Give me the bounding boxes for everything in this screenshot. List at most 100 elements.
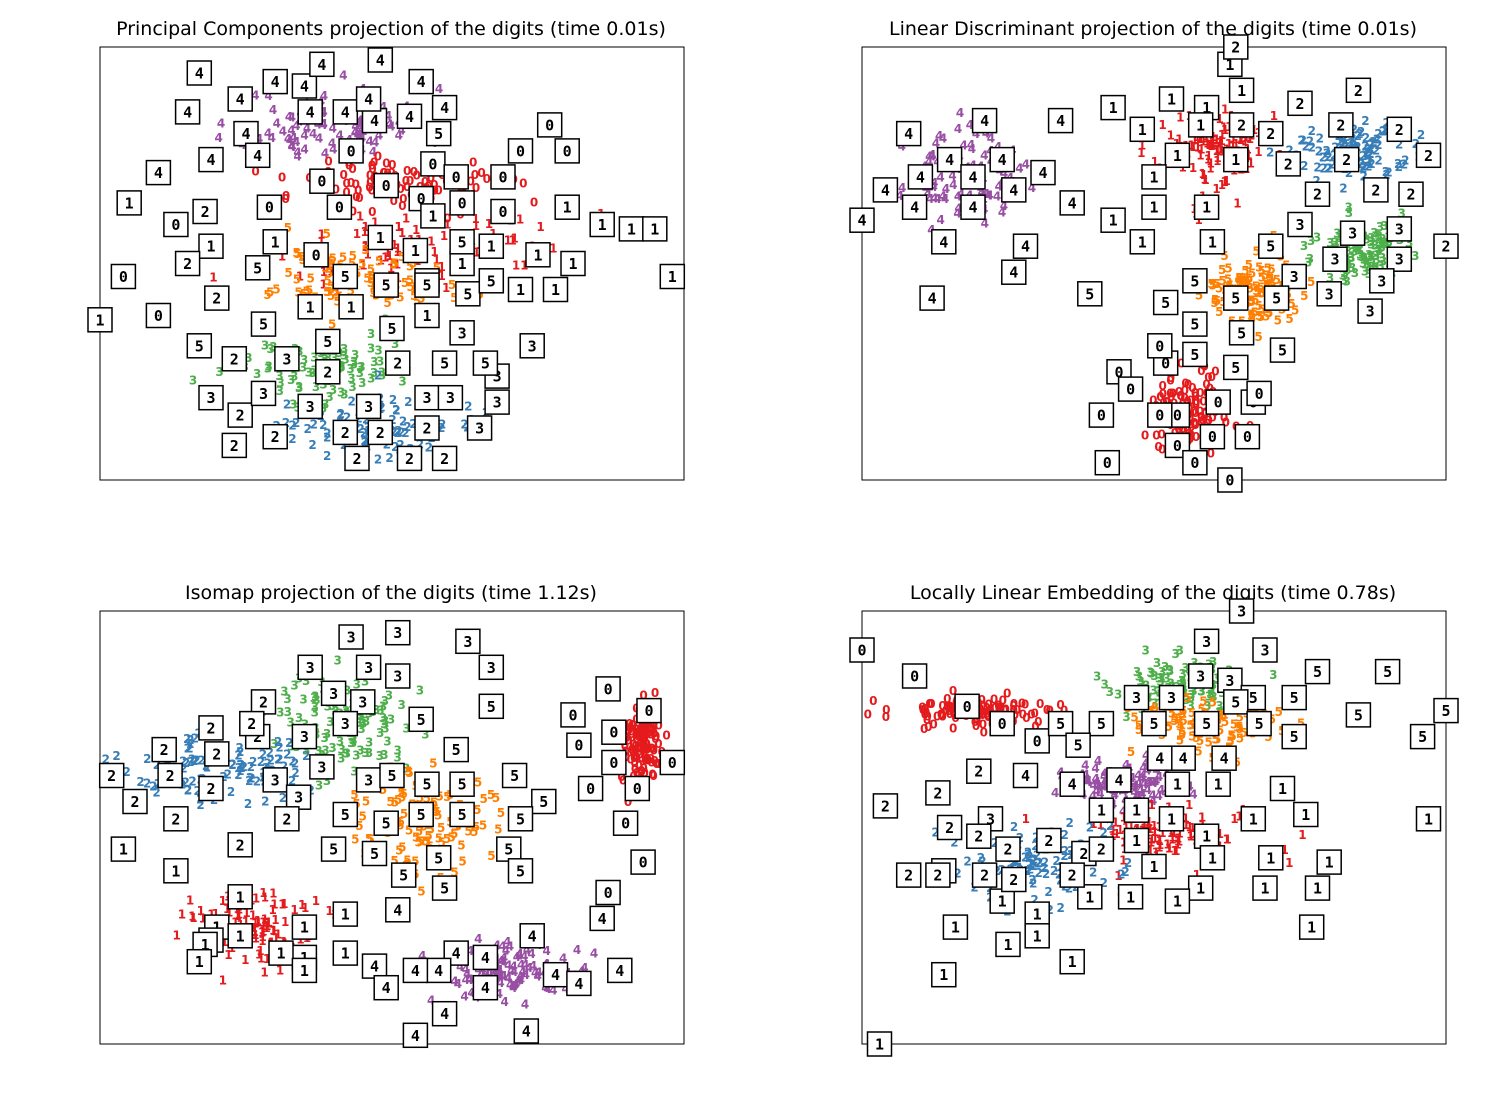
digit-thumbnail-2: 2: [1059, 862, 1085, 888]
digit-thumbnail-1: 1: [942, 914, 969, 940]
svg-text:5: 5: [1231, 290, 1240, 308]
digit-thumbnail-0: 0: [624, 775, 651, 802]
digit-point-3: 3: [1209, 655, 1217, 669]
svg-text:5: 5: [487, 698, 496, 716]
digit-thumbnail-4: 4: [262, 68, 288, 95]
digit-point-1: 1: [1168, 831, 1176, 845]
digit-thumbnail-1: 1: [1141, 194, 1167, 220]
svg-text:5: 5: [434, 125, 443, 143]
digit-point-2: 2: [360, 426, 368, 440]
digit-point-3: 3: [290, 679, 298, 693]
digit-thumbnail-1: 1: [659, 263, 686, 290]
digit-thumbnail-2: 2: [936, 814, 963, 841]
digit-point-0: 0: [942, 704, 950, 718]
digit-thumbnail-3: 3: [385, 619, 411, 646]
svg-text:3: 3: [528, 337, 537, 355]
digit-point-1: 1: [356, 210, 364, 224]
digit-point-0: 0: [637, 721, 645, 735]
digit-point-4: 4: [300, 143, 308, 157]
digit-point-2: 2: [409, 417, 417, 431]
digit-point-2: 2: [1089, 866, 1097, 880]
digit-point-2: 2: [348, 395, 356, 409]
digit-point-5: 5: [405, 824, 413, 838]
digit-point-2: 2: [1324, 150, 1332, 164]
digit-point-2: 2: [188, 753, 196, 767]
digit-point-1: 1: [1208, 136, 1216, 150]
digit-thumbnail-1: 1: [198, 233, 224, 259]
digit-point-5: 5: [367, 262, 375, 276]
svg-text:4: 4: [1056, 112, 1065, 130]
digit-point-3: 3: [1382, 237, 1390, 251]
svg-text:2: 2: [247, 715, 256, 733]
digit-thumbnail-5: 5: [373, 272, 399, 298]
digit-point-5: 5: [457, 839, 465, 853]
digit-point-1: 1: [1148, 833, 1156, 847]
digit-point-1: 1: [220, 935, 228, 949]
digit-point-4: 4: [319, 105, 327, 119]
panel-pca: Principal Components projection of the d…: [87, 18, 686, 481]
digit-point-1: 1: [1143, 818, 1151, 832]
digit-point-0: 0: [641, 742, 649, 756]
digit-point-4: 4: [939, 131, 947, 145]
svg-text:4: 4: [1068, 776, 1077, 794]
digit-point-4: 4: [504, 972, 512, 986]
digit-point-0: 0: [434, 184, 442, 198]
svg-text:1: 1: [1266, 849, 1275, 867]
digit-point-3: 3: [1207, 688, 1215, 702]
digit-point-1: 1: [1213, 143, 1221, 157]
digit-point-4: 4: [982, 187, 990, 201]
digit-point-3: 3: [350, 357, 358, 371]
digit-point-1: 1: [263, 952, 271, 966]
digit-point-3: 3: [350, 355, 358, 369]
svg-text:3: 3: [364, 659, 373, 677]
digit-point-4: 4: [968, 142, 976, 156]
digit-point-1: 1: [225, 906, 233, 920]
digit-point-0: 0: [472, 181, 480, 195]
digit-point-0: 0: [639, 688, 647, 702]
digit-point-3: 3: [1365, 248, 1373, 262]
svg-text:4: 4: [1021, 238, 1030, 256]
digit-point-4: 4: [534, 965, 542, 979]
digit-thumbnail-1: 1: [931, 961, 957, 988]
digit-thumbnail-3: 3: [1252, 637, 1278, 663]
digit-point-3: 3: [1157, 671, 1165, 685]
digit-point-1: 1: [1204, 152, 1212, 166]
digit-point-1: 1: [1116, 823, 1124, 837]
svg-text:1: 1: [1173, 893, 1182, 911]
svg-text:0: 0: [609, 754, 618, 772]
digit-point-0: 0: [643, 737, 651, 751]
digit-thumbnail-3: 3: [1228, 598, 1255, 624]
digit-point-4: 4: [984, 189, 992, 203]
svg-text:2: 2: [1044, 832, 1053, 850]
digit-point-3: 3: [1344, 257, 1352, 271]
digit-thumbnail-4: 4: [367, 47, 394, 73]
svg-text:3: 3: [341, 715, 350, 733]
digit-point-0: 0: [1191, 389, 1199, 403]
digit-thumbnail-5: 5: [1152, 289, 1179, 316]
digit-point-5: 5: [367, 276, 375, 290]
digit-point-3: 3: [1345, 206, 1353, 220]
digit-point-5: 5: [1211, 293, 1219, 307]
digit-point-2: 2: [186, 737, 194, 751]
digit-point-4: 4: [998, 205, 1006, 219]
svg-text:1: 1: [95, 311, 104, 329]
digit-point-2: 2: [302, 749, 310, 763]
digit-point-4: 4: [898, 181, 906, 195]
digit-point-5: 5: [1221, 715, 1229, 729]
digit-point-4: 4: [427, 993, 435, 1007]
digit-point-0: 0: [1046, 704, 1054, 718]
digit-point-2: 2: [1367, 157, 1375, 171]
digit-thumbnail-4: 4: [566, 970, 592, 997]
digit-point-3: 3: [1154, 690, 1162, 704]
digit-point-2: 2: [1362, 131, 1370, 145]
svg-text:0: 0: [604, 884, 613, 902]
digit-point-5: 5: [1175, 717, 1183, 731]
digit-thumbnail-1: 1: [87, 307, 113, 333]
digit-point-2: 2: [267, 754, 275, 768]
digit-point-1: 1: [412, 223, 420, 237]
digit-thumbnail-4: 4: [989, 146, 1015, 173]
digit-point-2: 2: [1382, 123, 1390, 137]
digit-point-3: 3: [376, 749, 384, 763]
digit-thumbnail-0: 0: [490, 164, 516, 190]
digit-point-0: 0: [1022, 711, 1030, 725]
